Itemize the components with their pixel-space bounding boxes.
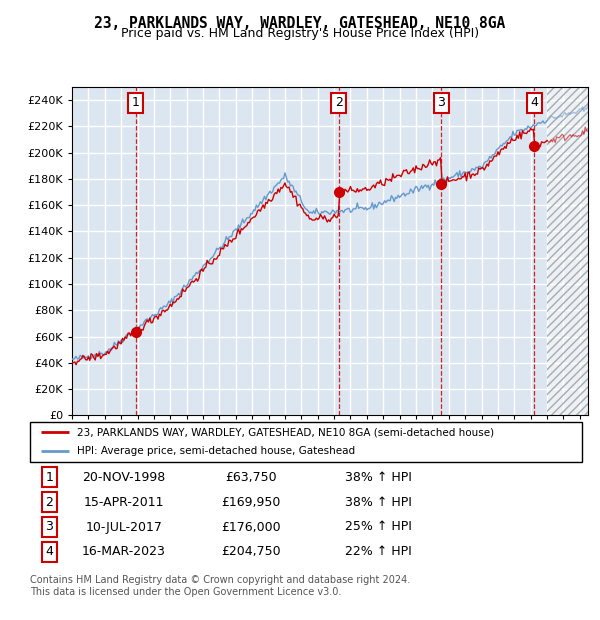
Text: 38% ↑ HPI: 38% ↑ HPI [344, 496, 412, 508]
Text: 25% ↑ HPI: 25% ↑ HPI [344, 521, 412, 533]
Text: 23, PARKLANDS WAY, WARDLEY, GATESHEAD, NE10 8GA: 23, PARKLANDS WAY, WARDLEY, GATESHEAD, N… [94, 16, 506, 30]
Text: £169,950: £169,950 [221, 496, 280, 508]
Text: 16-MAR-2023: 16-MAR-2023 [82, 546, 166, 558]
Text: 38% ↑ HPI: 38% ↑ HPI [344, 471, 412, 484]
Text: Price paid vs. HM Land Registry's House Price Index (HPI): Price paid vs. HM Land Registry's House … [121, 27, 479, 40]
Text: 10-JUL-2017: 10-JUL-2017 [85, 521, 162, 533]
Text: 23, PARKLANDS WAY, WARDLEY, GATESHEAD, NE10 8GA (semi-detached house): 23, PARKLANDS WAY, WARDLEY, GATESHEAD, N… [77, 427, 494, 438]
Text: 2: 2 [335, 96, 343, 109]
Text: 4: 4 [530, 96, 538, 109]
Bar [547, 87, 600, 415]
Text: £63,750: £63,750 [225, 471, 277, 484]
Text: 22% ↑ HPI: 22% ↑ HPI [344, 546, 412, 558]
Text: 2: 2 [46, 496, 53, 508]
Text: 20-NOV-1998: 20-NOV-1998 [82, 471, 166, 484]
Text: Contains HM Land Registry data © Crown copyright and database right 2024.
This d: Contains HM Land Registry data © Crown c… [30, 575, 410, 597]
Text: £204,750: £204,750 [221, 546, 281, 558]
Text: 1: 1 [132, 96, 140, 109]
Text: 1: 1 [46, 471, 53, 484]
Text: 3: 3 [437, 96, 445, 109]
Text: 15-APR-2011: 15-APR-2011 [83, 496, 164, 508]
Bar [547, 87, 600, 415]
Text: £176,000: £176,000 [221, 521, 281, 533]
Text: HPI: Average price, semi-detached house, Gateshead: HPI: Average price, semi-detached house,… [77, 446, 355, 456]
FancyBboxPatch shape [30, 422, 582, 462]
Text: 4: 4 [46, 546, 53, 558]
Text: 3: 3 [46, 521, 53, 533]
